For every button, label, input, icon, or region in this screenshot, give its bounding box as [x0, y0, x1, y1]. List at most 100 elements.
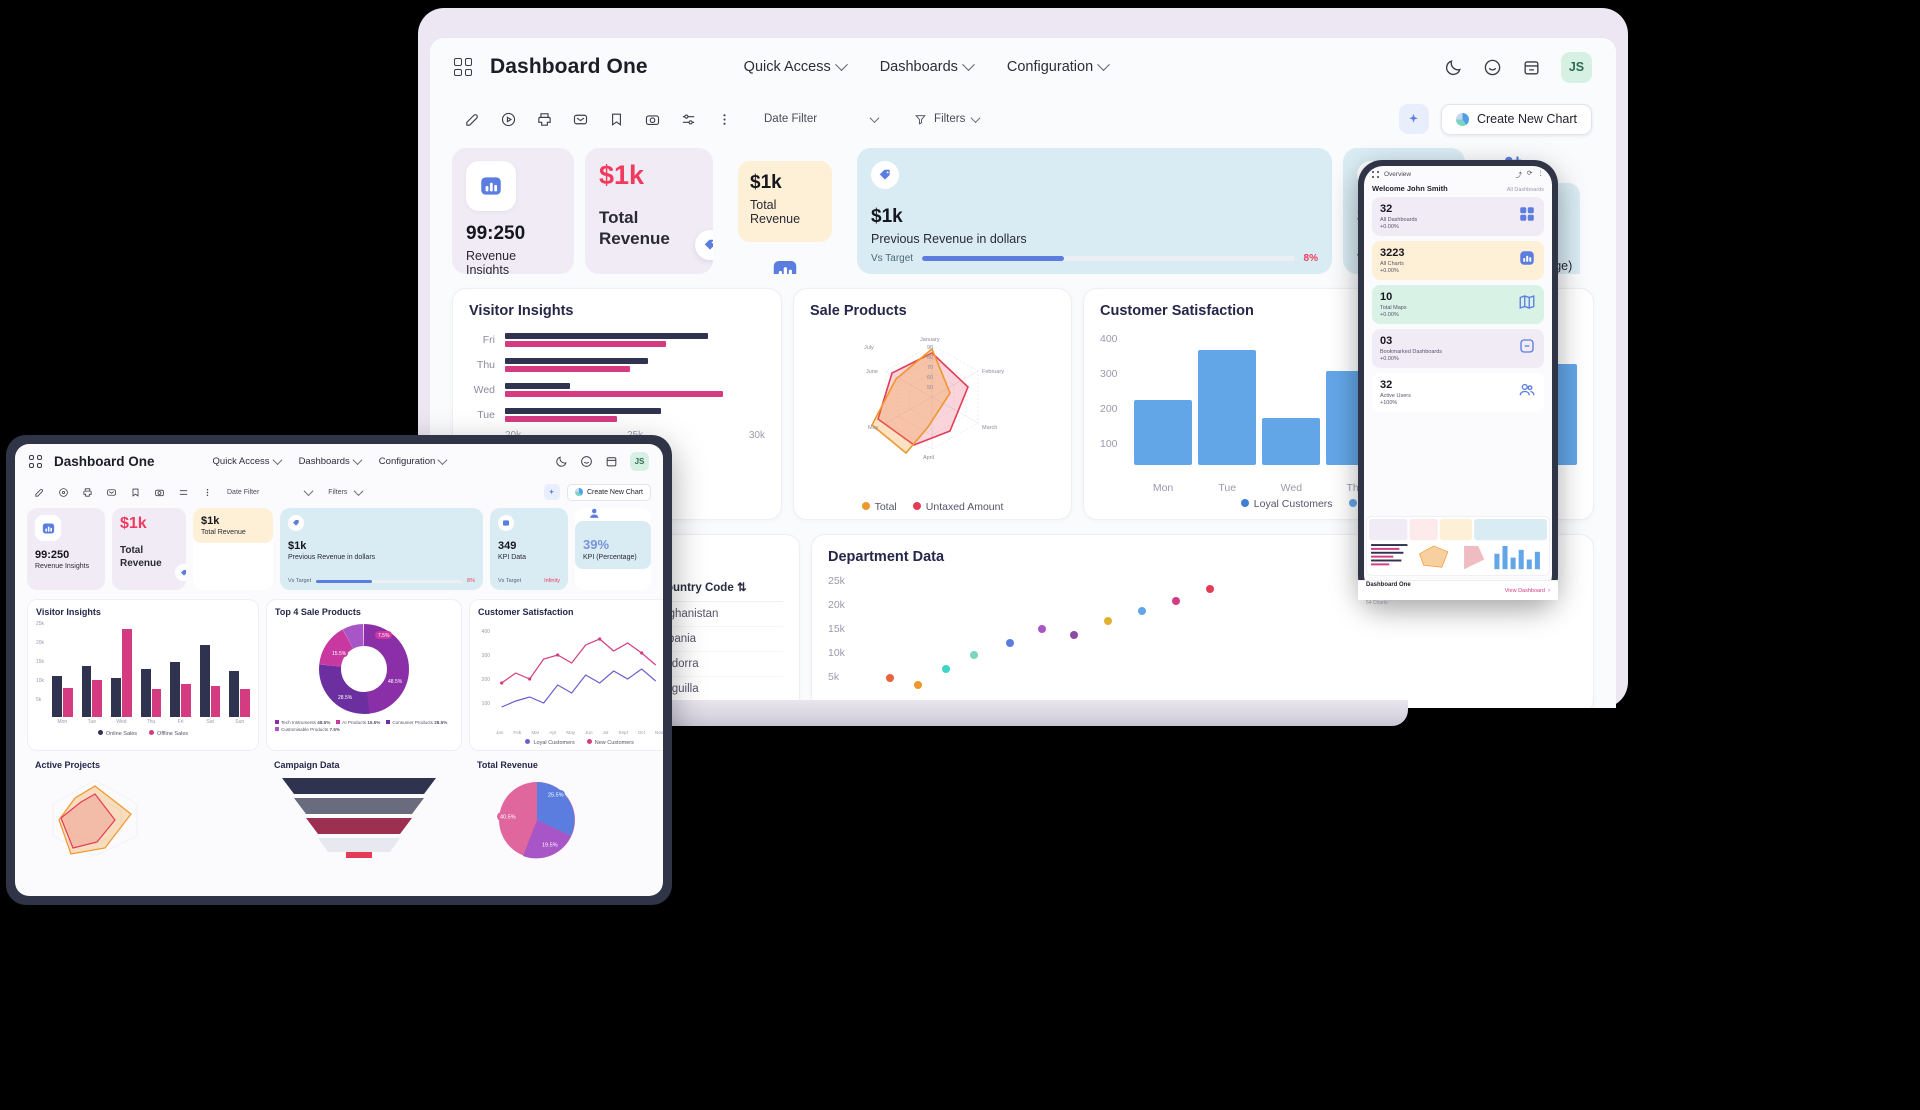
more-vertical-icon[interactable]	[195, 487, 219, 498]
tablet-filters[interactable]: Filters	[328, 488, 348, 496]
refresh-icon[interactable]: ⟳	[1527, 170, 1533, 177]
kpi-card-revenue-insights[interactable]: 99:250 Revenue Insights	[452, 148, 574, 274]
tablet-kpi-total-revenue-red[interactable]: $1k Total Revenue	[112, 508, 186, 590]
chart-row: Fri	[469, 327, 765, 352]
kpi-tile-icon-wrap	[738, 256, 832, 274]
nav-configuration[interactable]: Configuration	[1007, 57, 1111, 75]
axis-tick: 200	[1100, 403, 1118, 415]
sale-products-radar-chart: January February March April May June July 9…	[864, 337, 1004, 461]
svg-text:19.5%: 19.5%	[542, 843, 558, 849]
tablet-kpi-total-revenue-yellow[interactable]: $1k Total Revenue	[193, 508, 273, 590]
sort-icon[interactable]: ⇅	[736, 582, 747, 594]
calendar-icon[interactable]	[605, 455, 618, 468]
grid-apps-icon[interactable]	[1372, 170, 1379, 178]
tablet-card-top-sale-products: Top 4 Sale Products 7.5% 15.5% 48.5%	[266, 599, 462, 751]
progress-bar	[316, 579, 463, 583]
more-vertical-icon[interactable]	[706, 111, 742, 128]
dark-mode-icon[interactable]	[1444, 58, 1463, 77]
print-icon[interactable]	[526, 111, 562, 128]
tablet-nav-configuration[interactable]: Configuration	[379, 454, 448, 467]
tablet-create-new-chart-button[interactable]: Create New Chart	[566, 483, 651, 501]
kpi-value: $1k	[201, 515, 220, 527]
notifications-icon[interactable]	[1483, 58, 1502, 77]
nav-quick-access[interactable]: Quick Access	[744, 57, 848, 75]
legend-item: Offline Sales	[149, 730, 188, 737]
tag-icon[interactable]	[175, 564, 186, 581]
tablet-kpi-revenue-insights[interactable]: 99:250 Revenue Insights	[27, 508, 105, 590]
kpi-card-previous-revenue[interactable]: $1k Previous Revenue in dollars Vs Targe…	[857, 148, 1332, 274]
grid-apps-icon[interactable]	[454, 58, 472, 76]
phone-item-total-maps[interactable]: 10 Total Maps +0.00%	[1372, 285, 1544, 325]
sliders-icon[interactable]	[171, 487, 195, 498]
phone-dashboard-preview[interactable]	[1366, 516, 1550, 576]
bar-chart-icon	[466, 161, 516, 211]
total-revenue-pie-chart: 25.5% 40.5% 19.5%	[497, 782, 575, 859]
tablet-nav-quick-access[interactable]: Quick Access	[213, 454, 283, 467]
tablet-kpi-previous-revenue[interactable]: $1k Previous Revenue in dollars Vs Targe…	[280, 508, 483, 590]
play-circle-icon[interactable]	[490, 111, 526, 128]
ai-sparkle-button[interactable]	[1398, 104, 1429, 134]
print-icon[interactable]	[75, 487, 99, 498]
kpi-card-total-revenue-yellow[interactable]: $1k Total Revenue	[724, 148, 846, 274]
nav-dashboards[interactable]: Dashboards	[880, 57, 975, 75]
vs-target-label: Vs Target	[871, 253, 914, 264]
phone-item-active-users[interactable]: 32 Active Users +100%	[1372, 373, 1544, 413]
phone-item-all-dashboards[interactable]: 32 All Dashboards +0.00%	[1372, 197, 1544, 237]
svg-text:70: 70	[927, 365, 933, 371]
axis-tick: Fri	[177, 719, 184, 725]
phone-item-bookmarked-dashboards[interactable]: 03 Bookmarked Dashboards +0.00%	[1372, 329, 1544, 369]
card-title: Customer Satisfaction	[1100, 303, 1254, 319]
camera-icon[interactable]	[634, 111, 670, 128]
mail-icon[interactable]	[562, 111, 598, 128]
phone-device: Overview ⤴ ⟳ ⋮ Welcome John Smith All Da…	[1358, 160, 1558, 606]
item-label: Total Maps	[1380, 305, 1407, 312]
tablet-kpi-percentage[interactable]: 39% KPI (Percentage)	[575, 508, 651, 590]
create-new-chart-button[interactable]: Create New Chart	[1440, 103, 1592, 135]
x-axis-ticks: Jan Feb Mar Apr May Jun Jul Sept Oct Nov…	[478, 730, 663, 735]
tablet-kpi-data[interactable]: 349 KPI Data Vs Target Infinity	[490, 508, 568, 590]
ai-sparkle-button[interactable]	[543, 484, 560, 500]
play-circle-icon[interactable]	[51, 487, 75, 498]
svg-text:400: 400	[482, 629, 491, 635]
date-filter-select[interactable]: Date Filter	[758, 109, 884, 129]
axis-tick: 20k	[36, 640, 45, 646]
item-value: 10	[1380, 291, 1393, 304]
avatar[interactable]: JS	[1561, 51, 1592, 83]
dark-mode-icon[interactable]	[555, 455, 568, 468]
more-icon[interactable]: ⋮	[1537, 170, 1545, 177]
column-label: Country Code	[657, 582, 734, 594]
item-delta: +0.00%	[1380, 356, 1399, 363]
chart-row: Tue	[469, 402, 765, 427]
camera-icon[interactable]	[147, 487, 171, 498]
column-header[interactable]: Country Code ⇅	[653, 573, 783, 602]
tablet-nav-dashboards[interactable]: Dashboards	[299, 454, 363, 467]
bookmark-icon[interactable]	[123, 487, 147, 498]
kpi-label: Previous Revenue in dollars	[871, 231, 1027, 246]
kpi-inner: $1k Total Revenue	[193, 508, 273, 543]
tablet-date-filter[interactable]: Date Filter	[227, 488, 260, 496]
edit-icon[interactable]	[27, 487, 51, 498]
legend-label: New Customers	[594, 740, 634, 746]
tag-icon[interactable]	[695, 230, 713, 260]
chart-row: Thu	[469, 352, 765, 377]
filters-select[interactable]: Filters	[914, 112, 981, 126]
axis-tick: Tue	[1218, 482, 1237, 494]
svg-text:25.5%: 25.5%	[548, 793, 564, 799]
view-dashboard-link[interactable]: View Dashboard	[1504, 587, 1545, 594]
edit-icon[interactable]	[454, 111, 490, 128]
phone-item-all-charts[interactable]: 3223 All Charts +0.00%	[1372, 241, 1544, 281]
mail-icon[interactable]	[99, 487, 123, 498]
axis-tick: May	[566, 730, 576, 735]
dashboard-toolbar: Date Filter Filters Create	[430, 96, 1616, 142]
legend-label: Online Sales	[105, 731, 138, 737]
bookmark-icon[interactable]	[598, 111, 634, 128]
kpi-card-total-revenue-red[interactable]: $1k Total Revenue	[585, 148, 713, 274]
calendar-icon[interactable]	[1522, 58, 1541, 77]
notifications-icon[interactable]	[580, 455, 593, 468]
tablet-avatar[interactable]: JS	[630, 451, 649, 471]
grid-apps-icon[interactable]	[29, 454, 42, 468]
legend-label: Customisable Products	[281, 727, 329, 732]
share-icon[interactable]: ⤴	[1515, 172, 1523, 179]
tablet-visitor-bars	[52, 625, 251, 717]
sliders-icon[interactable]	[670, 111, 706, 128]
